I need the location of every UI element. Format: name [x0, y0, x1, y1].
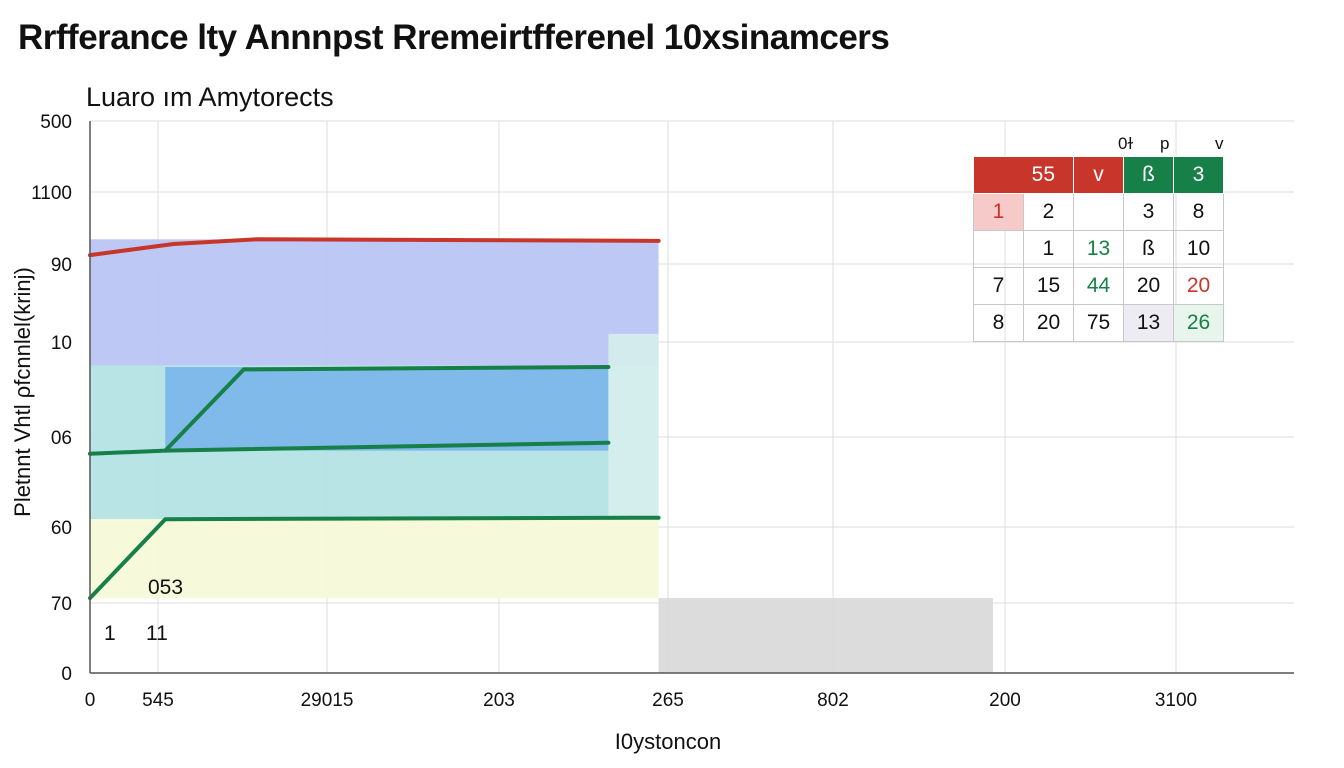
y-tick-label: 06	[51, 428, 72, 449]
legend-cell: 26	[1173, 304, 1224, 342]
chart-annotation: 11	[146, 622, 168, 645]
y-tick-label: 60	[51, 518, 72, 539]
legend-cell: 1	[973, 193, 1024, 231]
y-tick-label: 10	[51, 333, 72, 354]
x-tick-label: 545	[142, 690, 174, 711]
legend-cell	[1073, 193, 1124, 231]
legend-header-row: 55 v ß 3	[973, 156, 1224, 194]
legend-cell: 20	[1123, 267, 1174, 305]
x-tick-label: 802	[817, 690, 849, 711]
series-line	[88, 515, 661, 601]
legend-header-cell: ß	[1123, 156, 1174, 194]
legend-cell: 1	[1023, 230, 1074, 268]
legend-top-label: 0ɫ	[1118, 134, 1134, 153]
y-tick-label: 70	[51, 594, 72, 615]
legend-cell: 15	[1023, 267, 1074, 305]
chart-annotation: 053	[148, 576, 183, 599]
legend-cell: 44	[1073, 267, 1124, 305]
area-band	[165, 367, 609, 451]
legend-top-label: p	[1160, 134, 1170, 153]
chart-annotation: 1	[104, 622, 116, 645]
x-tick-label: 200	[989, 690, 1021, 711]
legend-cell: 75	[1073, 304, 1124, 342]
chart-subtitle: Luaro ım Amytorects	[86, 82, 334, 112]
legend-cell: 20	[1173, 267, 1224, 305]
x-tick-label: 203	[483, 690, 515, 711]
series-line	[88, 237, 661, 258]
legend-cell: 2	[1023, 193, 1074, 231]
legend-header-cell: 3	[1173, 156, 1224, 194]
legend-cell	[973, 230, 1024, 268]
area-band	[90, 519, 659, 599]
legend-cell: 8	[1173, 193, 1224, 231]
x-axis-label: I0ystoncon	[615, 729, 721, 754]
legend-cell: 7	[973, 267, 1024, 305]
legend-header-cell: 55	[973, 156, 1074, 194]
y-tick-label: 90	[51, 255, 72, 276]
legend-row: 8 20 75 13 26	[973, 304, 1224, 342]
legend-cell: ß	[1123, 230, 1174, 268]
legend-top-label: v	[1215, 134, 1224, 153]
y-tick-label: 500	[40, 112, 72, 133]
legend-row: 1 2 3 8	[973, 193, 1224, 231]
legend-cell: 10	[1173, 230, 1224, 268]
x-tick-label: 29015	[301, 690, 354, 711]
area-band	[90, 239, 659, 366]
legend-header-cell: v	[1073, 156, 1124, 194]
legend-cell: 13	[1123, 304, 1174, 342]
series-line	[163, 365, 611, 453]
legend-cell: 20	[1023, 304, 1074, 342]
area-band	[658, 598, 993, 673]
legend-cell: 8	[973, 304, 1024, 342]
legend-cell: 13	[1073, 230, 1124, 268]
x-tick-label: 3100	[1155, 690, 1197, 711]
legend-table: 55 v ß 3 1 2 3 8 1 13 ß 10 7 15 44 20 20…	[973, 156, 1224, 342]
chart-title: Rrfferance lty Annnpst Rremeirtfferenel …	[18, 18, 890, 57]
x-tick-label: 265	[652, 690, 684, 711]
y-tick-label: 1100	[31, 183, 72, 204]
y-tick-label: 0	[61, 664, 72, 685]
legend-row: 1 13 ß 10	[973, 230, 1224, 268]
y-axis-label: Pletnnt Vhtl ρfcnnlel(krinj)	[10, 267, 35, 517]
area-band	[608, 333, 659, 520]
legend-cell: 3	[1123, 193, 1174, 231]
legend-row: 7 15 44 20 20	[973, 267, 1224, 305]
x-tick-label: 0	[85, 690, 96, 711]
